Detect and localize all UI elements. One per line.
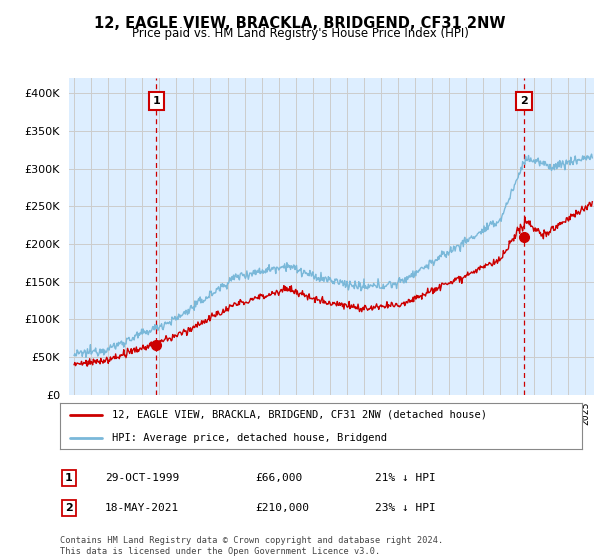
Text: 2: 2 [65, 503, 73, 513]
Text: Price paid vs. HM Land Registry's House Price Index (HPI): Price paid vs. HM Land Registry's House … [131, 27, 469, 40]
Text: 29-OCT-1999: 29-OCT-1999 [105, 473, 179, 483]
Text: £210,000: £210,000 [255, 503, 309, 513]
Text: 12, EAGLE VIEW, BRACKLA, BRIDGEND, CF31 2NW: 12, EAGLE VIEW, BRACKLA, BRIDGEND, CF31 … [94, 16, 506, 31]
Text: 2: 2 [520, 96, 527, 106]
Text: Contains HM Land Registry data © Crown copyright and database right 2024.
This d: Contains HM Land Registry data © Crown c… [60, 536, 443, 556]
Text: 1: 1 [152, 96, 160, 106]
Text: HPI: Average price, detached house, Bridgend: HPI: Average price, detached house, Brid… [112, 433, 387, 442]
Text: 1: 1 [65, 473, 73, 483]
Text: £66,000: £66,000 [255, 473, 302, 483]
Text: 18-MAY-2021: 18-MAY-2021 [105, 503, 179, 513]
Text: 21% ↓ HPI: 21% ↓ HPI [375, 473, 436, 483]
Text: 23% ↓ HPI: 23% ↓ HPI [375, 503, 436, 513]
Text: 12, EAGLE VIEW, BRACKLA, BRIDGEND, CF31 2NW (detached house): 12, EAGLE VIEW, BRACKLA, BRIDGEND, CF31 … [112, 410, 487, 419]
